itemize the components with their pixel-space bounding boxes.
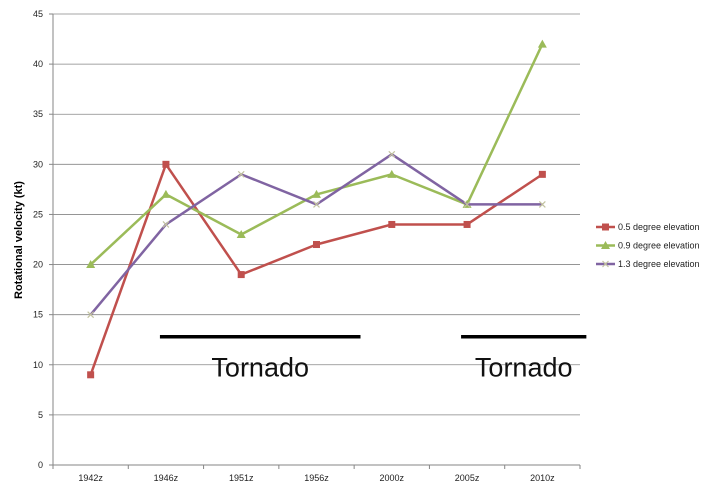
data-point xyxy=(313,200,320,208)
y-tick-label: 30 xyxy=(33,159,43,169)
y-tick-label: 25 xyxy=(33,209,43,219)
series-line xyxy=(89,43,544,266)
data-point xyxy=(538,200,546,208)
legend-label: 0.9 degree elevation xyxy=(618,241,700,251)
legend: 0.5 degree elevation 0.9 degree elevation… xyxy=(596,222,700,269)
data-point-stroke xyxy=(538,200,546,208)
data-point xyxy=(602,260,609,268)
data-point xyxy=(388,220,396,228)
tornado-annotation: Tornado xyxy=(475,353,573,383)
data-point xyxy=(162,221,170,228)
data-point xyxy=(237,271,245,279)
data-point xyxy=(602,223,609,231)
legend-label: 1.3 degree elevation xyxy=(618,259,700,269)
data-point xyxy=(236,229,246,238)
y-tick-label: 0 xyxy=(38,460,43,470)
series-2 xyxy=(86,39,547,269)
annotations: Tornado Tornado xyxy=(159,334,587,383)
data-point-stroke xyxy=(162,221,170,228)
data-point xyxy=(387,169,397,178)
x-tick-label: 1946z xyxy=(154,473,179,483)
y-tick-label: 40 xyxy=(33,59,43,69)
data-point-stroke xyxy=(463,200,471,208)
data-point-stroke xyxy=(388,150,396,158)
x-tick-label: 2005z xyxy=(455,473,480,483)
y-tick-label: 10 xyxy=(33,360,43,370)
data-point-stroke xyxy=(87,311,95,319)
y-axis-ticks: 0 5 10 15 20 25 30 35 40 45 xyxy=(33,9,53,470)
data-point xyxy=(161,189,171,198)
data-point xyxy=(86,260,96,269)
y-axis-label: Rotational velocity (kt) xyxy=(13,181,25,299)
legend-item: 0.9 degree elevation xyxy=(596,241,700,251)
data-point xyxy=(237,170,245,178)
y-tick-label: 5 xyxy=(38,410,43,420)
data-point xyxy=(537,39,547,48)
series-layer xyxy=(86,39,547,379)
x-tick-label: 1942z xyxy=(78,473,103,483)
x-tick-label: 1951z xyxy=(229,473,254,483)
gridlines xyxy=(53,13,580,416)
data-point-stroke xyxy=(237,170,245,178)
data-point xyxy=(87,311,95,319)
series-line xyxy=(89,153,543,316)
y-tick-label: 45 xyxy=(33,9,43,19)
x-axis-ticks: 1942z 1946z 1951z 1956z 2000z 2005z 2010z xyxy=(52,465,581,483)
data-point-stroke xyxy=(602,260,609,268)
x-tick-label: 2000z xyxy=(380,473,405,483)
y-tick-label: 20 xyxy=(33,260,43,270)
tornado-annotation: Tornado xyxy=(211,353,309,383)
legend-item: 0.5 degree elevation xyxy=(596,222,700,232)
data-point xyxy=(162,160,170,168)
series-3 xyxy=(87,150,546,319)
data-point xyxy=(463,200,471,208)
data-point xyxy=(388,150,396,158)
x-tick-label: 1956z xyxy=(304,473,329,483)
data-point xyxy=(312,189,321,198)
data-point xyxy=(463,220,471,228)
y-tick-label: 35 xyxy=(33,109,43,119)
data-point-stroke xyxy=(313,200,320,208)
series-1 xyxy=(87,160,546,379)
legend-item: 1.3 degree elevation xyxy=(596,259,700,269)
x-tick-label: 2010z xyxy=(530,473,555,483)
y-tick-label: 15 xyxy=(33,310,43,320)
data-point xyxy=(601,241,610,249)
data-point xyxy=(87,371,95,379)
data-point xyxy=(313,241,320,249)
legend-label: 0.5 degree elevation xyxy=(618,222,700,232)
data-point xyxy=(538,170,546,178)
